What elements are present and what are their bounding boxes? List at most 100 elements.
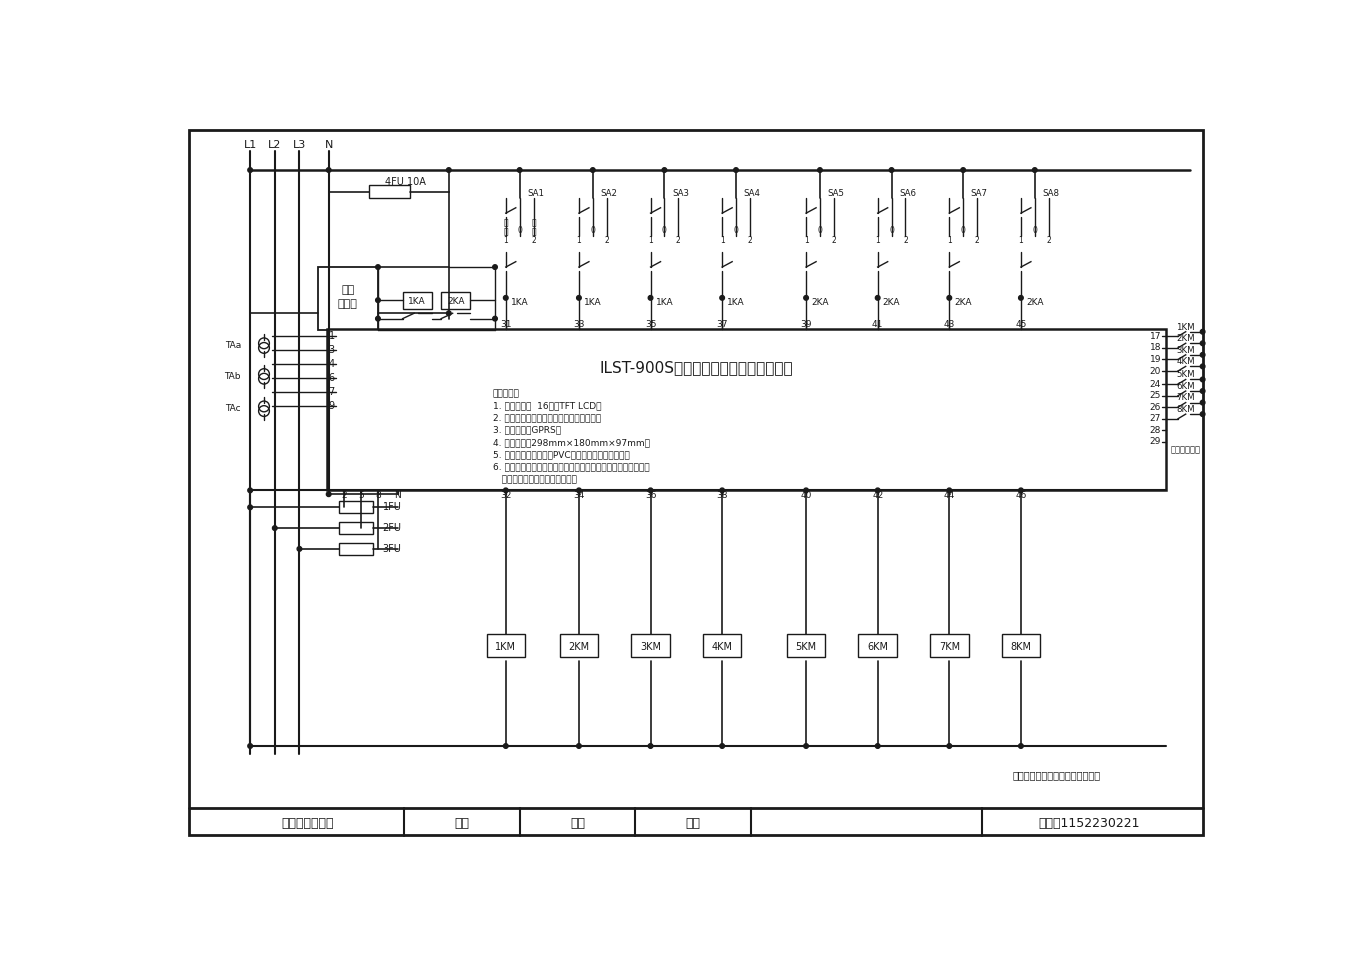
Bar [703,634,741,657]
Text: 0: 0 [591,225,595,235]
Text: 1. 彩色显示器  16位色TFT LCD。: 1. 彩色显示器 16位色TFT LCD。 [493,401,602,410]
Circle shape [247,505,253,510]
Text: ILST-900S智能型路灯照明监控管理终端: ILST-900S智能型路灯照明监控管理终端 [600,360,793,374]
Circle shape [648,295,653,300]
Text: 0: 0 [661,225,667,235]
Text: 2. 电量计量，三相电压、电流、电量累计。: 2. 电量计量，三相电压、电流、电量累计。 [493,414,600,422]
Circle shape [376,298,380,303]
Circle shape [1200,364,1205,369]
Circle shape [804,295,808,300]
Circle shape [504,488,508,493]
Circle shape [1018,295,1023,300]
Text: 设计: 设计 [455,817,470,830]
Bar [1002,634,1040,657]
Circle shape [720,488,724,493]
Circle shape [947,744,952,749]
Circle shape [720,295,724,300]
Bar [486,634,526,657]
Circle shape [1200,389,1205,393]
Text: 45: 45 [1016,320,1027,329]
Text: 0: 0 [818,225,823,235]
Text: 2: 2 [531,236,536,244]
Bar [930,634,968,657]
Text: L1: L1 [243,140,257,150]
Text: 1: 1 [804,236,808,244]
Text: 2KA: 2KA [811,298,828,307]
Bar [327,329,1167,490]
Text: TAc: TAc [225,404,240,414]
Circle shape [376,316,380,321]
Circle shape [577,744,581,749]
Text: 9: 9 [329,401,335,411]
Text: 活: 活 [531,227,536,236]
Circle shape [804,488,808,493]
Text: 1KA: 1KA [727,298,744,307]
Bar [338,522,372,534]
Text: 31: 31 [500,320,512,329]
Text: 42: 42 [872,491,883,500]
Circle shape [876,744,880,749]
Circle shape [876,488,880,493]
Circle shape [648,744,653,749]
Text: 2: 2 [903,236,907,244]
Circle shape [591,168,595,172]
Circle shape [493,316,497,321]
Circle shape [326,492,331,497]
Text: 2KM: 2KM [569,643,589,652]
Circle shape [1032,168,1038,172]
Circle shape [1018,488,1023,493]
Text: 4KM: 4KM [712,643,733,652]
Text: 智能: 智能 [341,286,354,295]
Text: 2FU: 2FU [383,523,402,533]
Text: 5KM: 5KM [1176,371,1195,379]
Text: 审核: 审核 [686,817,701,830]
Text: 5KM: 5KM [796,643,816,652]
Text: 2: 2 [975,236,979,244]
Circle shape [1200,412,1205,416]
Text: 6: 6 [329,373,335,383]
Text: 0: 0 [889,225,894,235]
Circle shape [447,311,451,315]
Text: SA8: SA8 [1043,189,1059,199]
Text: 20: 20 [1150,367,1161,375]
Text: 3KM: 3KM [1176,346,1195,354]
Text: 44: 44 [944,491,955,500]
Text: 4FU 10A: 4FU 10A [384,178,426,187]
Circle shape [273,526,277,530]
Text: 1KM: 1KM [496,643,516,652]
Text: 8KM: 8KM [1010,643,1032,652]
Text: 2KA: 2KA [883,298,900,307]
Circle shape [247,744,253,749]
Circle shape [1200,329,1205,334]
Text: 技术参数：: 技术参数： [493,389,520,398]
Text: 46: 46 [1016,491,1027,500]
Text: 1KA: 1KA [409,297,426,307]
Text: L3: L3 [293,140,306,150]
Bar [559,634,598,657]
Text: 1: 1 [577,236,581,244]
Text: 3FU: 3FU [383,544,402,554]
Text: 39: 39 [800,320,812,329]
Text: 43: 43 [944,320,955,329]
Text: 24: 24 [1150,379,1161,389]
Text: 18: 18 [1150,344,1161,352]
Text: 复核: 复核 [570,817,585,830]
Text: 1: 1 [947,236,952,244]
Circle shape [1200,377,1205,382]
Text: 1KA: 1KA [584,298,602,307]
Text: 4KM: 4KM [1176,357,1195,367]
Circle shape [1200,400,1205,405]
Text: 36: 36 [645,491,656,500]
Bar [338,501,372,514]
Text: 2KM: 2KM [1176,334,1195,343]
Text: 3KM: 3KM [640,643,661,652]
Text: 注：图中设备尺寸仅供技术参考。: 注：图中设备尺寸仅供技术参考。 [1013,771,1100,780]
Bar [786,634,826,657]
Text: 1: 1 [504,236,508,244]
Circle shape [504,295,508,300]
Text: TAa: TAa [224,341,240,350]
Circle shape [947,295,952,300]
Circle shape [376,265,380,269]
Text: 40: 40 [800,491,812,500]
Text: 2: 2 [747,236,752,244]
